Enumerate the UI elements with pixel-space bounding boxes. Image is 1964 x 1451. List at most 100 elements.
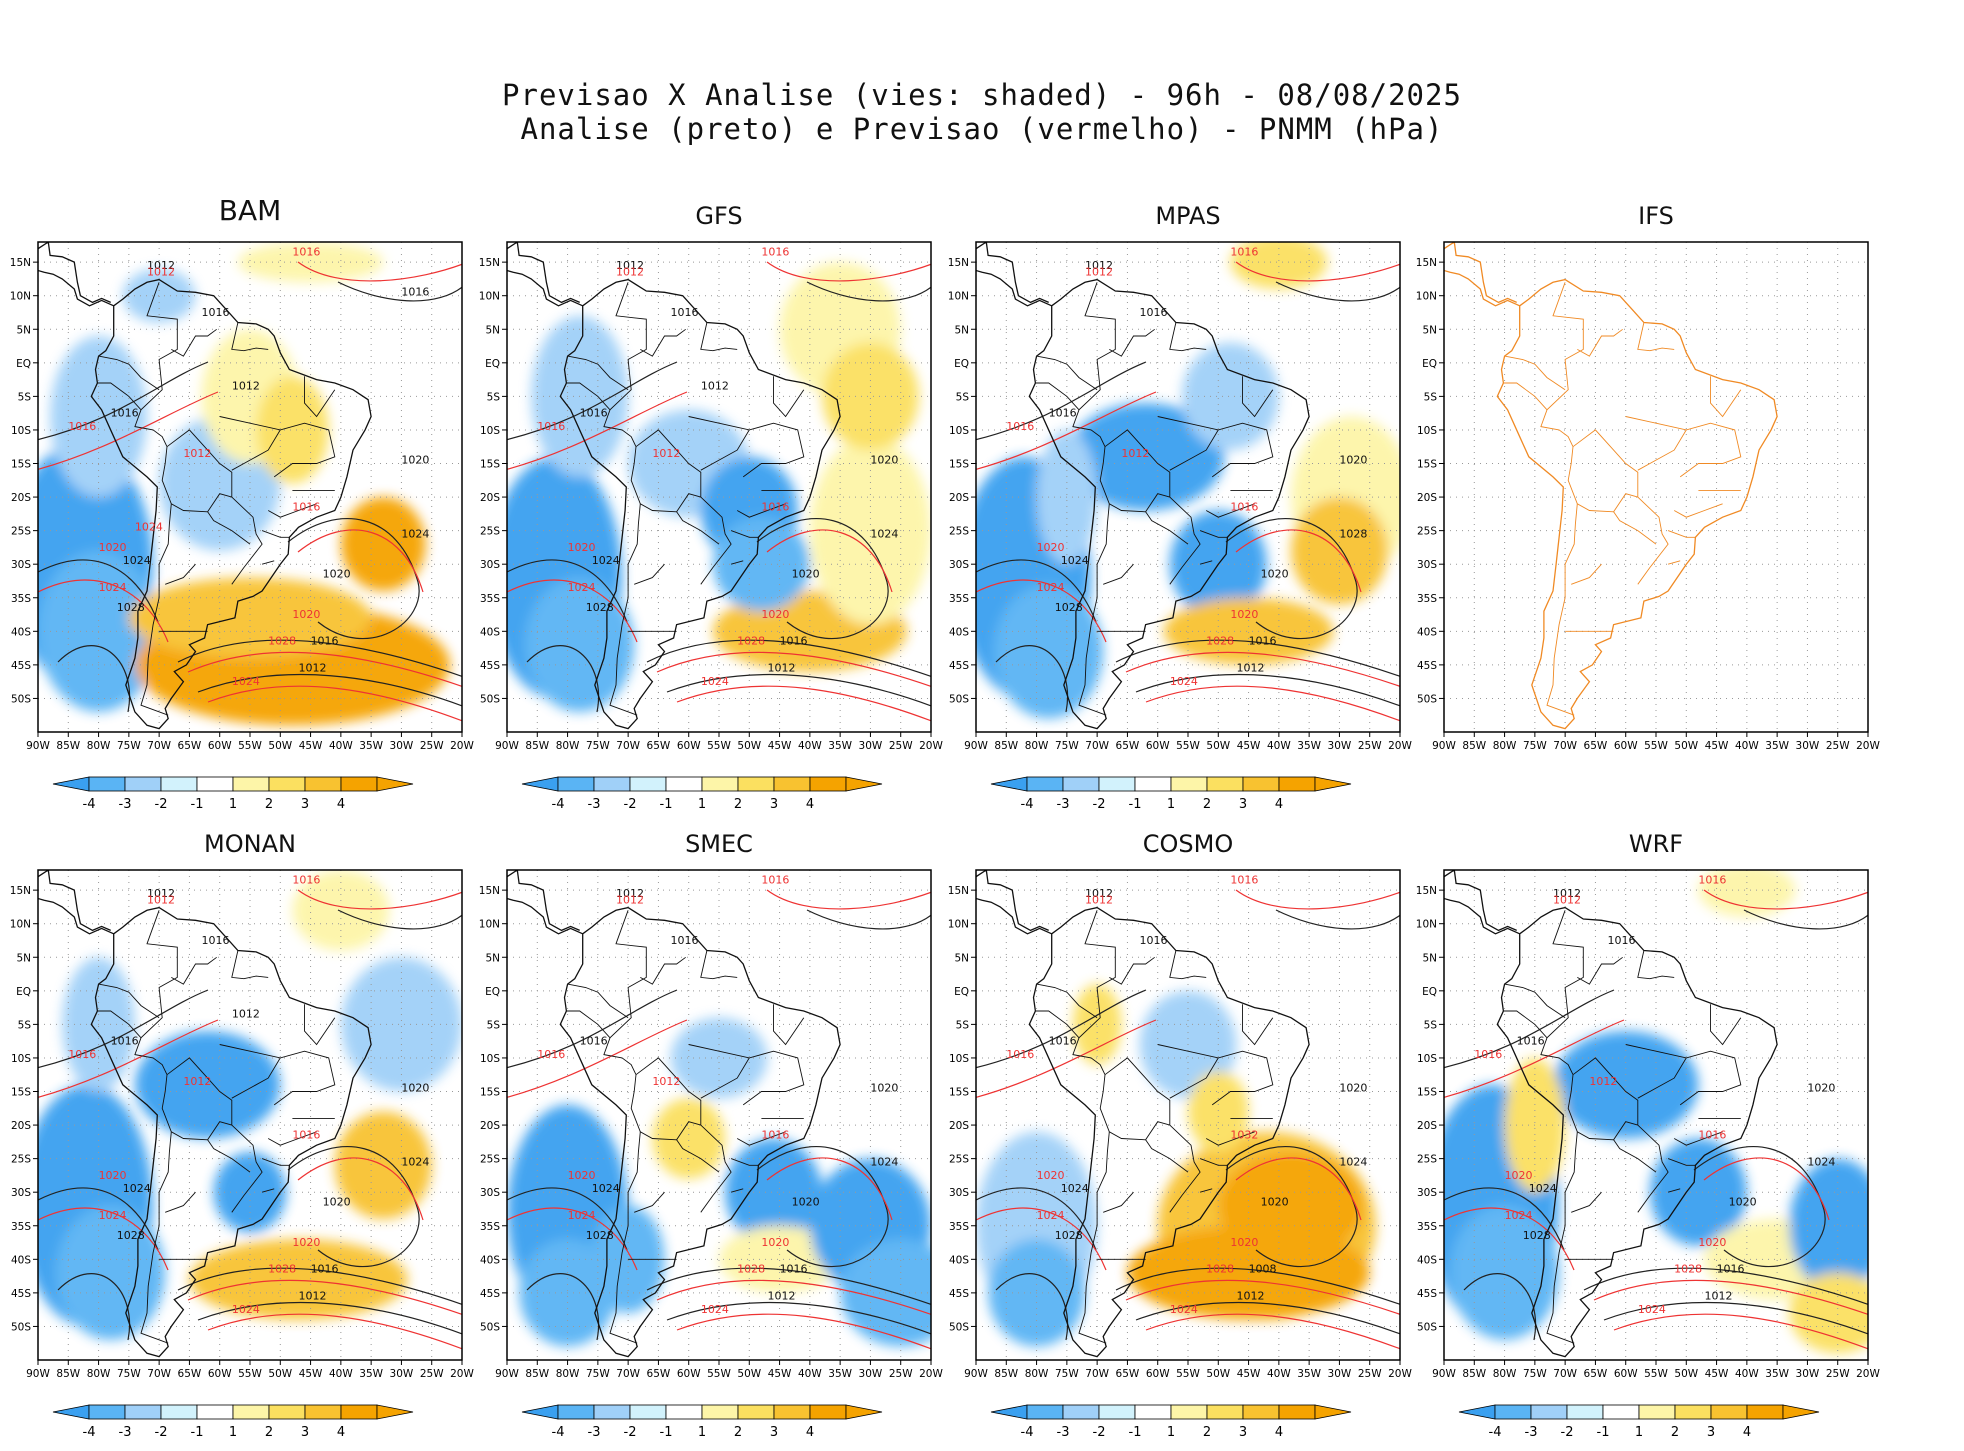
bias-shade: [256, 376, 329, 484]
colorbar-label: -1: [660, 797, 673, 812]
analysis-isobar: [507, 559, 628, 623]
analysis-isobar-label: 1020: [323, 568, 351, 581]
lat-tick-label: 10N: [1416, 919, 1437, 931]
colorbar-label: -2: [1561, 1425, 1574, 1440]
analysis-isobar-label: 1012: [232, 380, 260, 393]
lon-tick-label: 55W: [707, 740, 731, 752]
forecast-isobar: [187, 651, 462, 687]
lon-tick-label: 90W: [495, 740, 519, 752]
lat-tick-label: EQ: [954, 358, 969, 370]
lat-tick-label: 10S: [11, 425, 31, 437]
lat-tick-label: 45S: [11, 1288, 31, 1300]
forecast-isobar: [187, 1279, 462, 1315]
forecast-isobar: [766, 889, 931, 910]
analysis-isobar-label: 1012: [616, 887, 644, 900]
analysis-isobar: [38, 989, 209, 1069]
panel-title-wrf: WRF: [1628, 830, 1684, 858]
analysis-isobar: [1603, 1301, 1868, 1335]
analysis-isobar: [337, 909, 462, 930]
forecast-isobar-label: 1028: [737, 1263, 765, 1276]
analysis-isobar: [507, 1187, 628, 1251]
analysis-isobar-label: 1016: [580, 407, 608, 420]
coastline: [90, 278, 372, 730]
lon-tick-label: 85W: [525, 1368, 549, 1380]
forecast-isobar-label: 1024: [232, 675, 260, 688]
lat-tick-label: 15N: [10, 257, 31, 269]
lon-tick-label: 75W: [1055, 1368, 1079, 1380]
lat-tick-label: 20S: [480, 492, 500, 504]
lon-tick-label: 70W: [147, 1368, 171, 1380]
lon-tick-label: 40W: [798, 740, 822, 752]
map-panel-monan: 1012101610161020102410281012101610201024…: [10, 869, 474, 1380]
colorbar-label: -3: [119, 1425, 132, 1440]
bias-shade: [670, 1017, 768, 1099]
map-panel-wrf: 1012101610161020102410281012101610201024…: [1416, 869, 1880, 1380]
lat-tick-label: 10N: [10, 919, 31, 931]
analysis-isobar-label: 1016: [671, 934, 699, 947]
forecast-isobar: [1235, 889, 1400, 910]
forecast-isobar-label: 1024: [1170, 675, 1198, 688]
analysis-isobar-label: 1028: [1055, 601, 1083, 614]
lat-tick-label: 10S: [949, 425, 969, 437]
colorbar-label: 4: [806, 797, 814, 812]
lat-tick-label: 20S: [11, 1120, 31, 1132]
lon-tick-label: 80W: [1493, 1368, 1517, 1380]
forecast-isobar: [38, 391, 219, 470]
lat-tick-label: 10S: [949, 1053, 969, 1065]
bias-shade: [1789, 1272, 1868, 1354]
forecast-isobar-label: 1020: [292, 1236, 320, 1249]
analysis-isobar-label: 1016: [1249, 635, 1277, 648]
lon-tick-label: 35W: [359, 1368, 383, 1380]
analysis-isobar-label: 1012: [1236, 662, 1264, 675]
lon-tick-label: 20W: [450, 1368, 474, 1380]
forecast-isobar-label: 1024: [232, 1303, 260, 1316]
lat-tick-label: 10N: [479, 291, 500, 303]
analysis-isobar-label: 1024: [401, 1155, 429, 1168]
lat-tick-label: 30S: [1417, 1187, 1437, 1199]
forecast-isobar-label: 1012: [1589, 1075, 1617, 1088]
colorbar-label: -1: [1129, 1425, 1142, 1440]
lon-tick-label: 80W: [1025, 740, 1049, 752]
analysis-isobar-label: 1016: [401, 286, 429, 299]
analysis-isobar-label: 1020: [1729, 1196, 1757, 1209]
forecast-isobar: [38, 579, 169, 643]
forecast-isobar-label: 1032: [1230, 1128, 1258, 1141]
colorbar-gfs: -4 -3 -2 -1 1 2 3 4: [521, 776, 883, 812]
lat-tick-label: EQ: [16, 358, 31, 370]
lat-tick-label: 5S: [1424, 391, 1438, 403]
bias-shade: [122, 268, 196, 323]
forecast-isobar: [676, 685, 931, 722]
analysis-isobar: [507, 989, 678, 1069]
lon-tick-label: 80W: [87, 1368, 111, 1380]
analysis-isobar: [756, 518, 889, 640]
colorbar-label: 3: [301, 797, 309, 812]
forecast-isobar-label: 1016: [1006, 1048, 1034, 1061]
forecast-isobar: [766, 1157, 893, 1221]
forecast-isobar: [766, 261, 931, 282]
analysis-isobar: [756, 1146, 889, 1268]
forecast-isobar-label: 1016: [761, 500, 789, 513]
forecast-isobar: [656, 651, 931, 687]
analysis-isobar: [38, 1187, 159, 1251]
colorbar-label: 3: [770, 797, 778, 812]
colorbar-label: -3: [588, 797, 601, 812]
colorbar-label: 4: [1743, 1425, 1751, 1440]
analysis-isobar-label: 1020: [1339, 454, 1367, 467]
lon-tick-label: 60W: [1614, 1368, 1638, 1380]
lon-tick-label: 70W: [1085, 1368, 1109, 1380]
forecast-isobar-label: 1020: [1037, 541, 1065, 554]
lon-tick-label: 50W: [268, 1368, 292, 1380]
lon-tick-label: 60W: [1146, 740, 1170, 752]
lon-tick-label: 85W: [56, 740, 80, 752]
forecast-isobar-label: 1020: [1230, 608, 1258, 621]
colorbar-label: 4: [1275, 797, 1283, 812]
lon-tick-label: 55W: [1176, 1368, 1200, 1380]
analysis-isobar-label: 1024: [592, 1182, 620, 1195]
lat-tick-label: 10S: [480, 425, 500, 437]
forecast-isobar: [38, 1207, 169, 1271]
forecast-isobar-label: 1024: [1638, 1303, 1666, 1316]
lat-tick-label: 15N: [479, 257, 500, 269]
lon-tick-label: 25W: [1826, 740, 1850, 752]
lon-tick-label: 75W: [1523, 740, 1547, 752]
lon-tick-label: 20W: [1856, 740, 1880, 752]
